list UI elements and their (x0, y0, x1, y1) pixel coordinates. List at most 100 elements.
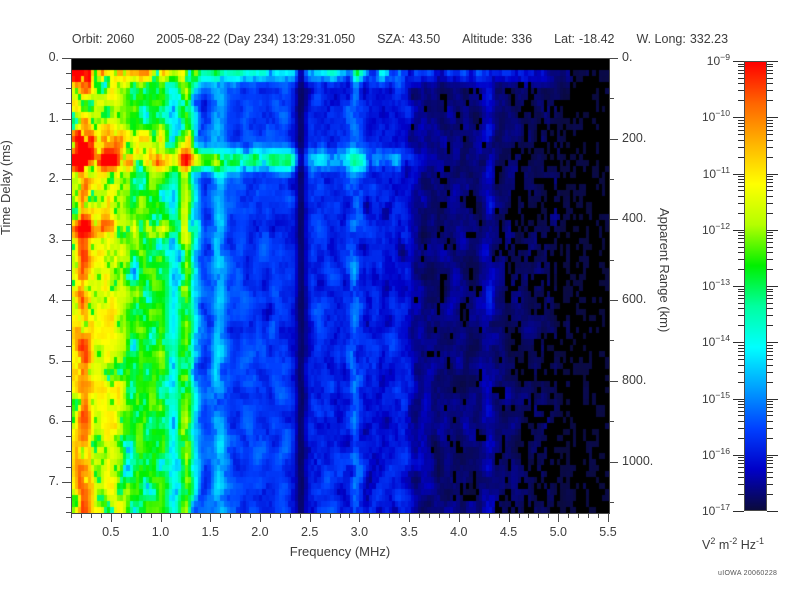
y-right-tick-label: 600. (622, 292, 647, 307)
y-left-minor-tick (66, 73, 71, 74)
colorbar-minor-tick (738, 372, 744, 373)
colorbar-minor-tick (738, 289, 744, 290)
x-minor-tick (449, 513, 450, 518)
y-left-tick-label: 4. (48, 292, 59, 307)
colorbar-minor-tick (767, 252, 773, 253)
colorbar-minor-tick (767, 351, 773, 352)
y-right-major-tick (609, 462, 618, 463)
x-major-tick (111, 513, 112, 522)
x-minor-tick (180, 513, 181, 518)
y-left-major-tick (62, 421, 71, 422)
x-minor-tick (519, 513, 520, 518)
colorbar-tick-label: 10−13 (702, 277, 730, 293)
colorbar-minor-tick (767, 484, 773, 485)
colorbar-minor-tick (767, 407, 773, 408)
colorbar-minor-tick (767, 179, 773, 180)
y-left-tick-label: 2. (48, 171, 59, 186)
y-right-tick-label: 400. (622, 211, 647, 226)
x-major-tick (459, 513, 460, 522)
header-field-4: Lat: -18.42 (554, 32, 614, 46)
x-minor-tick (548, 513, 549, 518)
colorbar-minor-tick (767, 269, 773, 270)
x-minor-tick (320, 513, 321, 518)
y-left-minor-tick (66, 451, 71, 452)
header-field-2: SZA: 43.50 (377, 32, 440, 46)
x-minor-tick (528, 513, 529, 518)
colorbar-minor-tick (767, 421, 773, 422)
x-axis-title: Frequency (MHz) (289, 544, 391, 559)
colorbar-minor-tick (767, 303, 773, 304)
y-right-major-tick (609, 58, 618, 59)
x-minor-tick (578, 513, 579, 518)
colorbar-tick-label: 10−12 (702, 220, 730, 237)
colorbar-major-tick (733, 117, 744, 118)
colorbar-minor-tick (767, 298, 773, 299)
y-left-minor-tick (66, 270, 71, 271)
colorbar-minor-tick (738, 134, 744, 135)
colorbar-minor-tick (738, 83, 744, 84)
x-minor-tick (568, 513, 569, 518)
x-minor-tick (280, 513, 281, 518)
colorbar-unit-label: V2 m-2 Hz-1 (702, 536, 765, 553)
colorbar-major-tick (767, 174, 778, 175)
x-minor-tick (439, 513, 440, 518)
colorbar-minor-tick (738, 140, 744, 141)
y-left-minor-tick (66, 164, 71, 165)
colorbar-minor-tick (767, 140, 773, 141)
y-left-minor-tick (66, 315, 71, 316)
x-major-tick (558, 513, 559, 522)
colorbar-minor-tick (738, 269, 744, 270)
colorbar-minor-tick (738, 494, 744, 495)
y-left-tick-label: 1. (48, 110, 59, 125)
colorbar-minor-tick (738, 90, 744, 91)
x-minor-tick (250, 513, 251, 518)
colorbar-minor-tick (767, 100, 773, 101)
y-left-minor-tick (66, 103, 71, 104)
colorbar-minor-tick (738, 120, 744, 121)
colorbar-minor-tick (738, 100, 744, 101)
colorbar-minor-tick (767, 259, 773, 260)
y-left-minor-tick (66, 134, 71, 135)
colorbar-major-tick (733, 342, 744, 343)
x-tick-label: 4.5 (499, 525, 518, 539)
header-field-value-4: -18.42 (579, 32, 615, 46)
colorbar-minor-tick (738, 404, 744, 405)
colorbar-minor-tick (738, 123, 744, 124)
colorbar-minor-tick (738, 355, 744, 356)
colorbar-minor-tick (738, 259, 744, 260)
colorbar-major-tick (733, 455, 744, 456)
x-minor-tick (489, 513, 490, 518)
y-right-minor-tick (609, 260, 614, 261)
y-right-minor-tick (609, 421, 614, 422)
y-right-minor-tick (609, 502, 614, 503)
header-field-key-5: W. Long: (636, 32, 686, 46)
colorbar-major-tick (733, 399, 744, 400)
x-tick-label: 4.0 (450, 525, 468, 539)
x-tick-label: 0.5 (102, 525, 120, 539)
colorbar-minor-tick (738, 176, 744, 177)
y-left-major-tick (62, 240, 71, 241)
colorbar-minor-tick (767, 73, 773, 74)
header-field-value-5: 332.23 (689, 32, 729, 46)
y-left-minor-tick (66, 467, 71, 468)
x-tick-label: 3.5 (400, 525, 418, 539)
colorbar-minor-tick (738, 242, 744, 243)
x-minor-tick (588, 513, 589, 518)
colorbar-minor-tick (767, 463, 773, 464)
y-left-tick-label: 5. (48, 352, 59, 367)
header-field-0: Orbit: 2060 (72, 32, 134, 46)
x-minor-tick (538, 513, 539, 518)
y-left-minor-tick (66, 224, 71, 225)
colorbar-minor-tick (767, 247, 773, 248)
x-minor-tick (141, 513, 142, 518)
x-minor-tick (121, 513, 122, 518)
colorbar-minor-tick (738, 365, 744, 366)
colorbar-tick-label: 10−17 (702, 502, 730, 518)
colorbar-minor-tick (767, 291, 773, 292)
x-minor-tick (340, 513, 341, 518)
colorbar-minor-tick (767, 494, 773, 495)
x-minor-tick (499, 513, 500, 518)
header-field-value-2: 43.50 (408, 32, 441, 46)
x-tick-label: 3.0 (350, 525, 369, 539)
x-minor-tick (290, 513, 291, 518)
